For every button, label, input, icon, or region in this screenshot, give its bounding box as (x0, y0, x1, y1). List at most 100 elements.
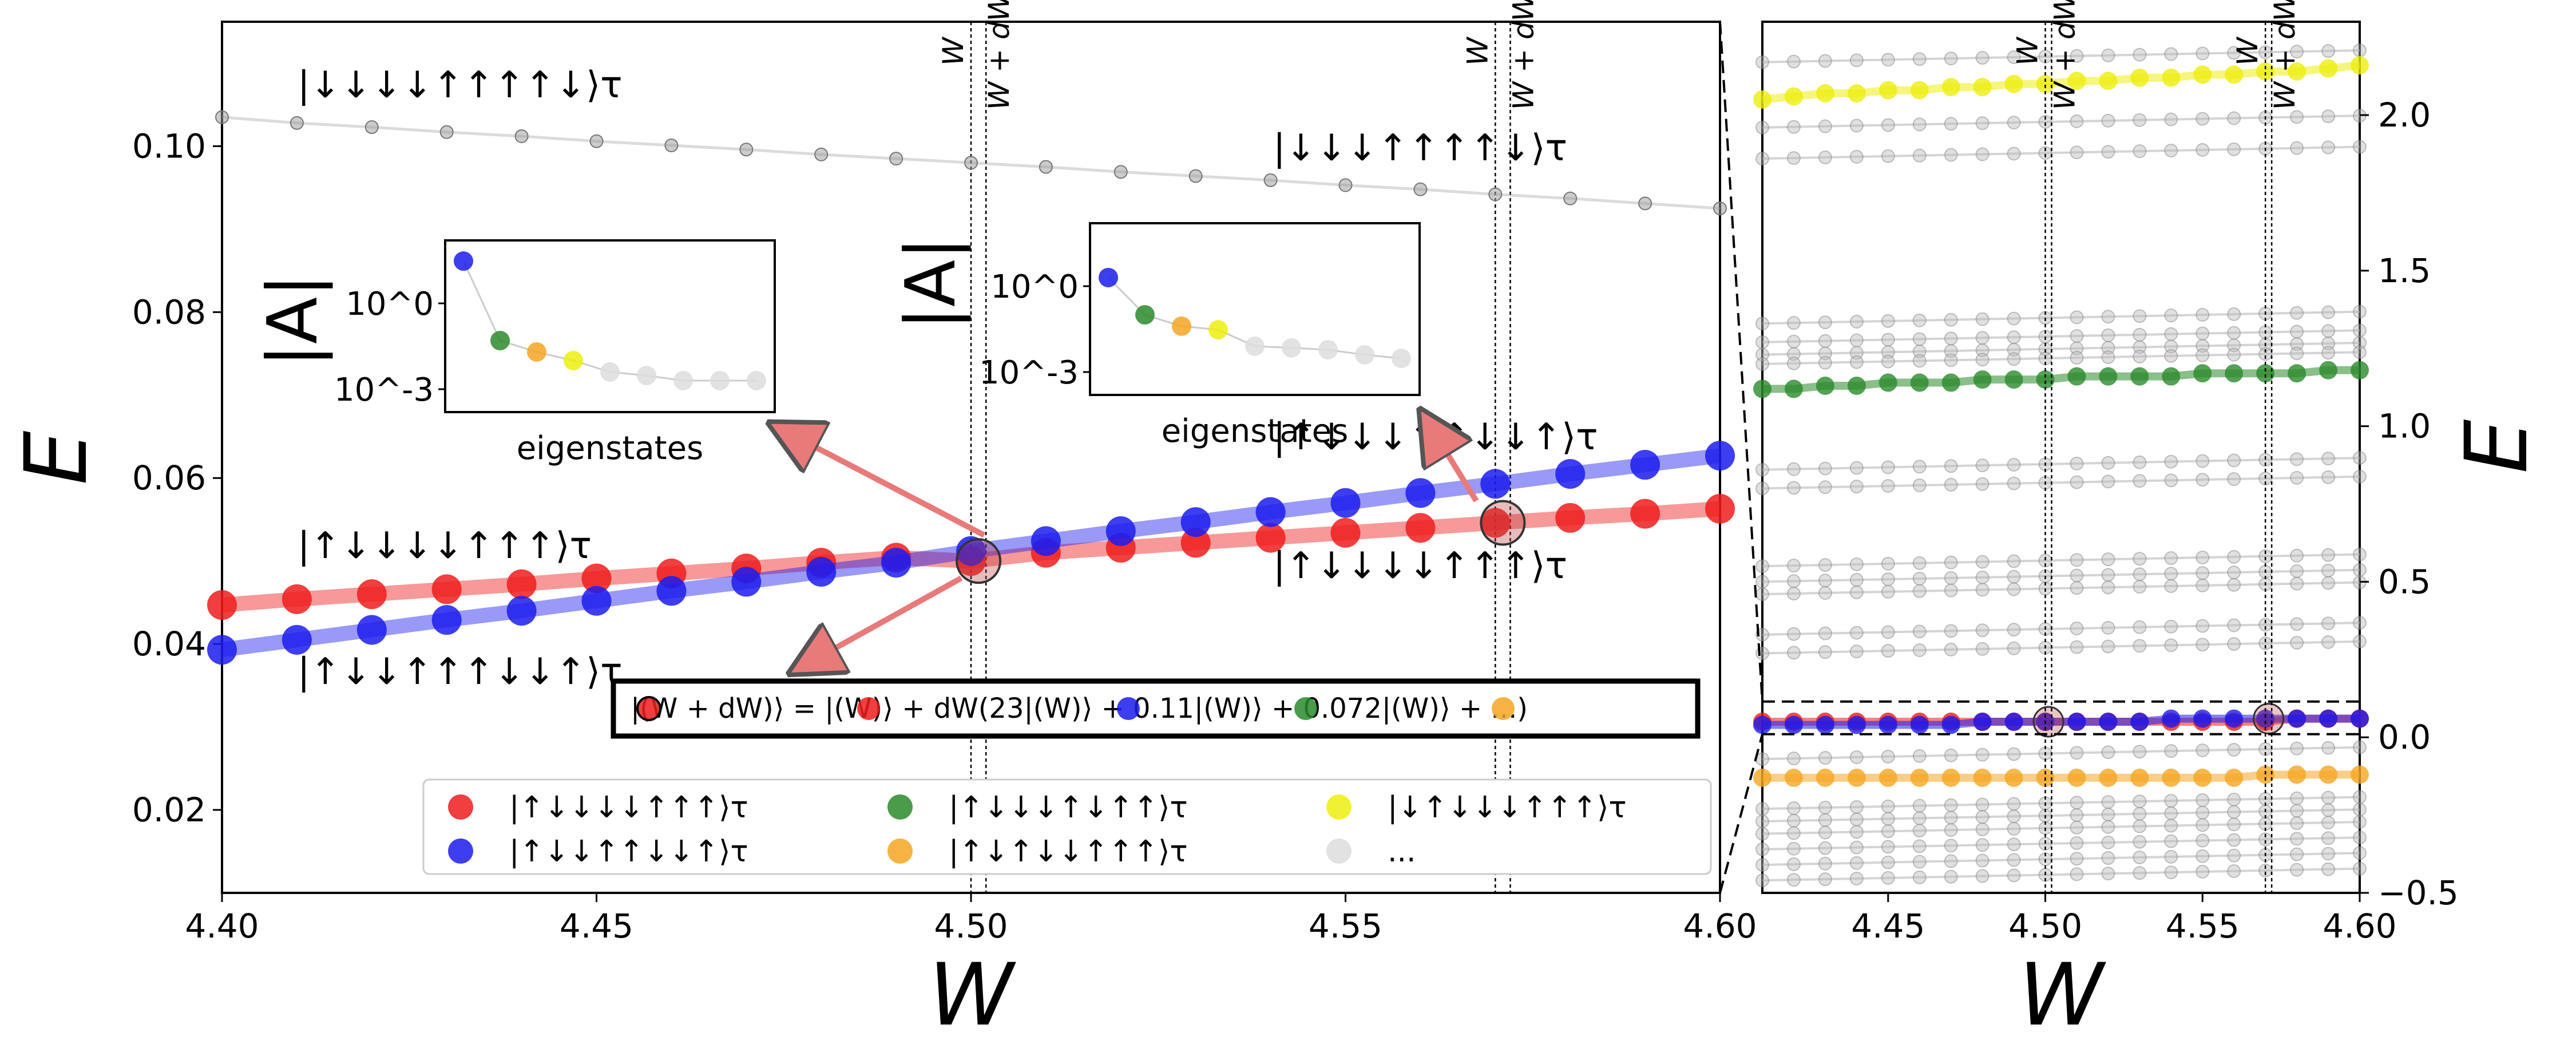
green-right-point (1784, 379, 1803, 398)
gray-level-point (2164, 339, 2178, 354)
gray-point (1488, 187, 1503, 201)
gray-level-point (2353, 634, 2367, 648)
gray-level-point (2007, 330, 2021, 345)
legend-marker (1326, 794, 1352, 820)
gray-level-point (2070, 329, 2084, 343)
gray-level-point (2321, 305, 2336, 319)
gray-level-point (1786, 813, 1801, 828)
gray-level-point (1944, 344, 1958, 358)
green-right-point (2193, 364, 2212, 383)
inset-point (1135, 305, 1155, 325)
gray-level-point (2321, 548, 2336, 562)
gray-level-point (1786, 316, 1801, 330)
gray-level-point (2133, 834, 2147, 849)
red-point (1330, 517, 1361, 548)
gray-level-point (1944, 583, 1958, 598)
gray-point (1113, 165, 1128, 179)
gray-level-point (1849, 53, 1864, 68)
right-vline-label: W + dW (2048, 0, 2082, 110)
gray-level-point (2007, 342, 2021, 357)
gray-level-point (1944, 117, 1958, 131)
gray-level-point (1786, 347, 1801, 361)
gray-level-line (1762, 457, 2360, 471)
blue-right-point (2193, 709, 2212, 728)
gray-level-point (1786, 334, 1801, 349)
gray-point (1413, 182, 1428, 196)
red-point (1705, 493, 1735, 524)
legend-box (422, 778, 1712, 875)
gray-level-point (1755, 357, 1769, 371)
gray-level-point (1975, 869, 1990, 883)
inset-point (1245, 336, 1265, 356)
gray-level-line (1762, 808, 2360, 822)
gray-level-point (2133, 474, 2147, 488)
gray-level-point (2038, 553, 2052, 568)
gray-level-point (1755, 481, 1769, 496)
orange-right-point (2319, 765, 2338, 784)
gray-level-point (1849, 750, 1864, 765)
gray-level-point (2321, 741, 2336, 755)
zoom-connector-bottom (1719, 734, 1763, 893)
blue-right-point (2130, 713, 2149, 731)
gray-level-point (1849, 812, 1864, 826)
orange-right-point (1847, 768, 1866, 787)
gray-level-point (2070, 796, 2084, 810)
inset-point (1355, 345, 1374, 365)
gray-level-point (1786, 151, 1801, 165)
highlight-point (956, 538, 1002, 584)
gray-level-point (2353, 740, 2367, 754)
gray-level-point (2007, 50, 2021, 64)
gray-level-point (2321, 816, 2336, 830)
gray-level-line (1762, 640, 2360, 655)
gray-level-point (1818, 825, 1832, 840)
red-point (207, 590, 237, 620)
gray-level-point (2101, 48, 2115, 62)
gray-level-point (1755, 152, 1769, 166)
gray-level-point (2290, 45, 2304, 59)
inset-point (1318, 340, 1338, 360)
legend-marker (1326, 838, 1352, 864)
gray-level-point (2195, 578, 2210, 592)
gray-level-point (2321, 831, 2336, 845)
gray-level-point (1786, 752, 1801, 766)
equation-box (611, 678, 1701, 739)
gray-level-point (2353, 547, 2367, 561)
gray-level-point (2321, 576, 2336, 590)
blue-point (506, 596, 537, 626)
gray-point (589, 134, 604, 148)
gray-level-point (1849, 626, 1864, 640)
orange-right-point (1753, 768, 1772, 787)
gray-point (215, 110, 229, 124)
gray-level-point (1849, 871, 1864, 885)
gray-level-point (1786, 559, 1801, 573)
inset-point (1208, 320, 1228, 340)
gray-level-point (2227, 805, 2241, 819)
gray-level-point (2227, 142, 2241, 156)
gray-level-point (1786, 54, 1801, 69)
green-right-point (1941, 373, 1960, 392)
gray-level-point (1881, 572, 1895, 587)
gray-level-point (1975, 116, 1990, 130)
gray-level-point (2227, 742, 2241, 757)
gray-level-point (2195, 638, 2210, 652)
vline-label: W (1461, 37, 1494, 66)
gray-level-line (1762, 114, 2360, 129)
legend-marker (448, 794, 473, 820)
legend-marker (448, 838, 473, 864)
gray-level-point (2038, 342, 2052, 356)
orange-right-point (2099, 768, 2118, 787)
gray-level-point (2290, 635, 2304, 650)
gray-level-point (2164, 551, 2178, 565)
gray-level-point (2164, 744, 2178, 758)
gray-level-point (2321, 346, 2336, 360)
gray-level-point (1975, 642, 1990, 656)
gray-point (290, 116, 304, 130)
gray-level-point (1849, 856, 1864, 870)
gray-level-point (2164, 567, 2178, 581)
orange-right-point (1879, 768, 1897, 787)
inset-tick-label: 10^-3 (334, 371, 434, 409)
gray-level-point (2353, 140, 2367, 154)
gray-level-point (1944, 642, 1958, 656)
gray-level-point (2101, 745, 2115, 760)
